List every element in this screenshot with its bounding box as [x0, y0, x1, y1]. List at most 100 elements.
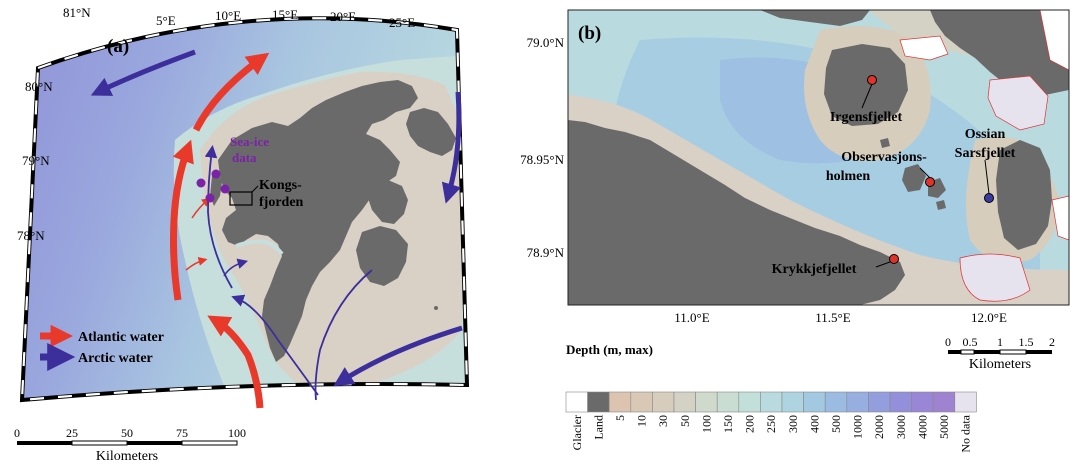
scalebar-b-unit: Kilometers — [969, 357, 1031, 372]
panel-a-lon-5: 5°E — [156, 13, 176, 28]
panel-a-land-nordaust — [406, 108, 456, 156]
panel-b-lat-789: 78.9°N — [527, 245, 565, 260]
depth-label-50: 50 — [678, 415, 692, 427]
scalebar-b-seg — [974, 350, 1000, 354]
depth-label-glacier: Glacier — [570, 415, 584, 450]
seaice-point — [211, 169, 221, 179]
depth-swatch-4000 — [911, 391, 934, 413]
depth-label-5000: 5000 — [937, 415, 951, 439]
depth-swatch-land — [587, 391, 610, 413]
panel-a-lon-20: 20°E — [330, 9, 356, 24]
panel-b-lon-12: 12.0°E — [971, 310, 1007, 325]
kongsfjorden-leader — [251, 185, 259, 193]
depth-label-250: 250 — [764, 415, 778, 433]
depth-swatch-400 — [803, 391, 826, 413]
panel-b-land-irgens — [824, 44, 908, 126]
site-leader — [875, 261, 891, 268]
depth-swatch-1000 — [846, 391, 869, 413]
depth-swatch-300 — [781, 391, 804, 413]
panel-b-island — [936, 200, 946, 210]
depth-label-5: 5 — [613, 415, 627, 421]
panel-b-island — [880, 138, 890, 148]
panel-b-frame — [567, 9, 1070, 306]
site-marker-krykkjefjellet — [889, 254, 899, 264]
site-label-irgensfjellet: Irgensfjellet — [830, 110, 903, 125]
panel-b-lon-11: 11.0°E — [674, 310, 709, 325]
atlantic-branch-1 — [185, 256, 208, 271]
depth-legend-title: Depth (m, max) — [566, 342, 653, 357]
panel-b-glacier-nw — [899, 35, 949, 61]
arctic-arrow-se — [333, 325, 463, 387]
panel-b-land-northeast — [930, 10, 1069, 96]
depth-swatch-200 — [738, 391, 761, 413]
site-label-ossian-2: Sarsfjellet — [955, 146, 1016, 161]
depth-label-10: 10 — [635, 415, 649, 427]
scalebar-a-tick: 75 — [176, 426, 188, 440]
scalebar-b-tick: 1 — [997, 335, 1003, 349]
panel-b-label: (b) — [578, 23, 601, 44]
site-leader — [984, 159, 990, 195]
depth-swatch-no-data — [954, 391, 977, 413]
panel-b-lat-7895: 78.95°N — [520, 152, 564, 167]
depth-swatch-glacier — [565, 391, 588, 413]
panel-a-frame-dash — [20, 17, 469, 402]
panel-a-currents — [90, 49, 463, 409]
site-leader — [861, 83, 873, 109]
depth-swatch-10 — [630, 391, 653, 413]
panel-a-label: (a) — [107, 36, 129, 57]
scalebar-a-unit: Kilometers — [96, 449, 158, 464]
panel-a-land-barentsoya — [368, 180, 408, 224]
arctic-west-current — [231, 294, 319, 396]
panel-a-lat-79: 79°N — [22, 153, 50, 168]
depth-swatch-150 — [716, 391, 740, 413]
scalebar-a-seg — [127, 441, 182, 445]
depth-label-1000: 1000 — [851, 415, 865, 439]
kongsfjorden-label-1: Kongs- — [259, 178, 302, 193]
depth-label-500: 500 — [829, 415, 843, 433]
depth-swatch-3000 — [889, 391, 912, 413]
depth-swatch-30 — [652, 391, 675, 413]
panel-a-legend: Atlantic water Arctic water — [40, 324, 164, 371]
panel-b-land-north — [760, 10, 870, 26]
seaice-label-2: data — [232, 150, 257, 165]
panel-b-map: (b) 79.0°N 78.95°N 78.9°N 11.0°E 11.5°E … — [520, 9, 1070, 372]
scalebar-a-seg — [181, 440, 238, 446]
panel-b-land-east — [996, 140, 1052, 250]
scalebar-b-tick: 1.5 — [1019, 335, 1034, 349]
depth-label-300: 300 — [786, 415, 800, 433]
kongsfjorden-label-2: fjorden — [259, 195, 304, 210]
scalebar-b-seg — [948, 350, 961, 354]
depth-label-150: 150 — [721, 415, 735, 433]
depth-label-4000: 4000 — [915, 415, 929, 439]
arctic-fjord-branch — [223, 258, 249, 277]
site-label-ossian-1: Ossian — [965, 127, 1006, 142]
panel-a-scalebar: 0 25 50 75 100 Kilometers — [14, 426, 246, 464]
depth-label-2000: 2000 — [872, 415, 886, 439]
site-label-krykkjefjellet: Krykkjefjellet — [772, 262, 857, 277]
depth-swatch-100 — [695, 391, 718, 413]
site-label-observasjonsholmen-1: Observasjons- — [841, 150, 927, 165]
arctic-inner-current — [204, 145, 233, 289]
depth-label-no-data: No data — [959, 414, 973, 452]
site-marker-irgensfjellet — [867, 75, 877, 85]
site-marker-ossian-sarsfjellet — [984, 193, 994, 203]
scalebar-b-tick: 2 — [1049, 335, 1055, 349]
depth-legend: Depth (m, max) Glacier Land 5 10 30 50 100 150 2… — [565, 342, 977, 453]
panel-b-nodata-south — [959, 253, 1031, 302]
scalebar-a-tick: 100 — [228, 426, 246, 440]
scalebar-a-seg — [17, 441, 72, 445]
depth-swatch-5000 — [932, 391, 956, 413]
depth-legend-swatches: Glacier Land 5 10 30 50 100 150 200 250 300 400 500 1… — [565, 391, 977, 453]
arctic-arrow-east — [441, 91, 462, 204]
scalebar-b-seg — [1026, 350, 1052, 354]
panel-a-isfjorden — [235, 239, 284, 256]
panel-a-seaice-points — [196, 169, 230, 203]
panel-b-land-brogger — [568, 120, 905, 305]
panel-b-island — [902, 164, 926, 192]
panel-a-land-hopen — [434, 306, 438, 310]
panel-a-land-edgeoya — [356, 226, 408, 286]
panel-b-glacier — [1051, 195, 1069, 241]
scalebar-b-seg — [960, 349, 975, 355]
scalebar-a-tick: 0 — [14, 426, 20, 440]
